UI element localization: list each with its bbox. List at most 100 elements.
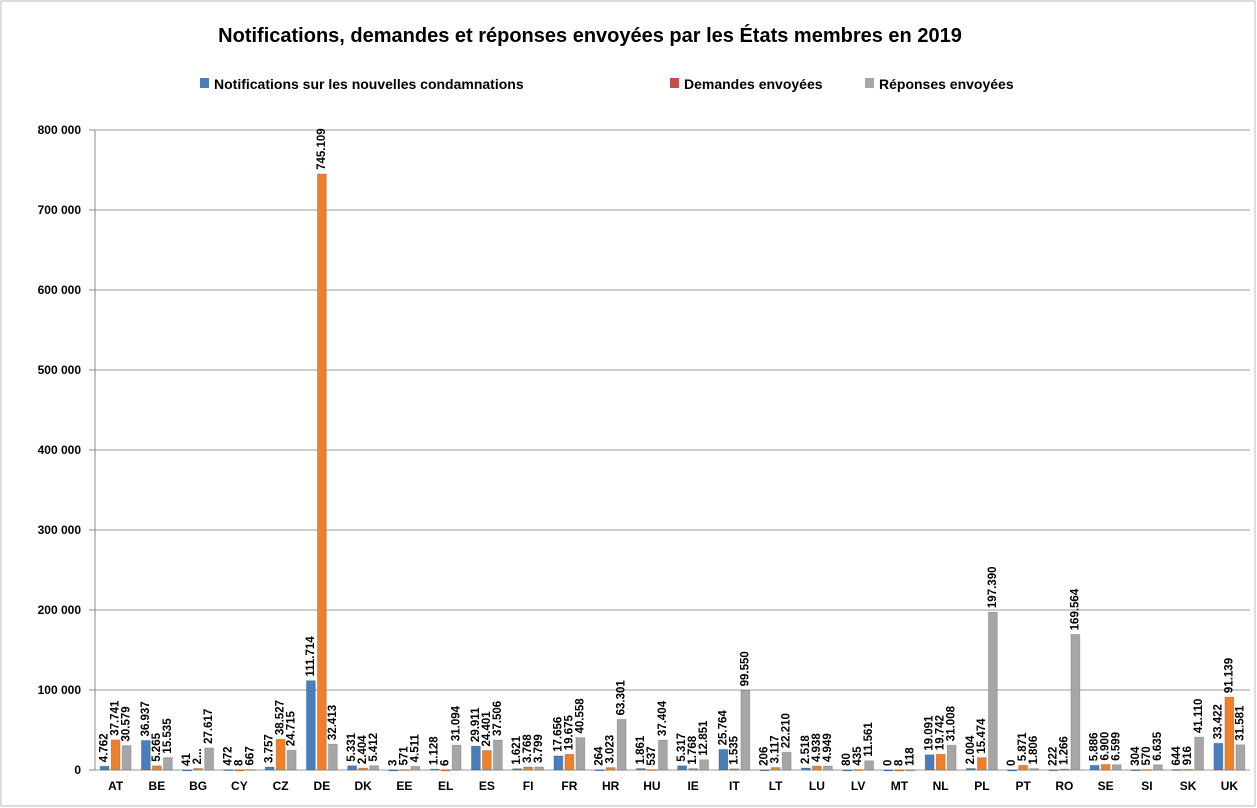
- bar: [1100, 763, 1111, 771]
- bar: [534, 766, 545, 771]
- data-label: 36.937: [140, 701, 152, 736]
- x-tick-label: LV: [851, 779, 865, 793]
- bar: [883, 769, 894, 772]
- data-label: 4.949: [822, 733, 834, 762]
- bar: [657, 739, 668, 771]
- bar: [492, 739, 503, 771]
- bar: [781, 751, 792, 771]
- bar: [327, 743, 338, 771]
- x-tick-label: LU: [809, 779, 825, 793]
- data-label: 11.561: [863, 722, 875, 757]
- x-tick-label: NL: [933, 779, 949, 793]
- data-label: 435: [852, 746, 864, 766]
- data-label: 5.265: [151, 732, 163, 761]
- bar: [399, 769, 410, 772]
- bar: [1111, 764, 1122, 771]
- x-tick-label: BG: [189, 779, 207, 793]
- bar: [688, 768, 699, 771]
- data-label: 24.401: [481, 711, 493, 747]
- bar: [275, 738, 286, 771]
- x-tick-label: DE: [314, 779, 331, 793]
- bar: [946, 744, 957, 771]
- bar: [616, 718, 627, 771]
- bar: [264, 766, 275, 771]
- x-tick-label: HR: [602, 779, 620, 793]
- data-label: 17.656: [552, 717, 564, 752]
- data-label: 644: [1171, 746, 1183, 766]
- bar: [811, 765, 822, 771]
- bar: [976, 757, 987, 771]
- data-label: 169.564: [1069, 588, 1081, 630]
- data-label: 5.871: [1017, 732, 1029, 761]
- bar: [894, 769, 905, 772]
- data-label: 745.109: [316, 128, 328, 170]
- data-label: 32.413: [327, 705, 339, 740]
- bar: [635, 768, 646, 771]
- bar: [575, 737, 586, 771]
- bar: [1018, 764, 1029, 771]
- x-tick-label: ES: [479, 779, 495, 793]
- data-label: 1.768: [687, 735, 699, 764]
- bar: [1070, 633, 1081, 771]
- bar: [140, 739, 151, 771]
- bar: [822, 765, 833, 771]
- legend-swatch: [865, 78, 874, 88]
- data-label: 30.579: [121, 706, 133, 741]
- bar: [1152, 764, 1163, 771]
- bar: [193, 767, 204, 771]
- bar: [605, 767, 616, 771]
- data-label: 1.266: [1058, 736, 1070, 765]
- data-label: 91.139: [1223, 658, 1235, 693]
- bar: [182, 769, 193, 772]
- data-label: 2.404: [357, 735, 369, 764]
- bar: [864, 760, 875, 771]
- bar: [369, 765, 380, 771]
- data-label: 15.535: [162, 718, 174, 754]
- data-label: 8: [233, 759, 245, 766]
- bar: [347, 765, 358, 771]
- bar: [770, 767, 781, 771]
- x-tick-label: CY: [231, 779, 248, 793]
- bar: [800, 767, 811, 771]
- bar: [1059, 768, 1070, 771]
- bar: [1048, 769, 1059, 772]
- data-label: 3.799: [533, 734, 545, 763]
- bar: [245, 768, 256, 771]
- data-label: 4.762: [99, 733, 111, 762]
- data-label: 0: [1006, 760, 1018, 766]
- bar: [451, 744, 462, 771]
- bar: [223, 769, 234, 772]
- data-label: 27.617: [203, 709, 215, 744]
- data-label: 1.621: [511, 735, 523, 764]
- x-tick-label: FI: [523, 779, 534, 793]
- bar: [358, 767, 369, 771]
- y-tick-label: 200 000: [38, 603, 82, 617]
- y-tick-label: 600 000: [38, 283, 82, 297]
- x-tick-label: HU: [643, 779, 660, 793]
- data-label: 8: [893, 759, 905, 766]
- data-label: 570: [1141, 746, 1153, 765]
- data-label: 197.390: [987, 567, 999, 609]
- data-label: 37.506: [492, 701, 504, 736]
- y-tick-label: 300 000: [38, 523, 82, 537]
- bar: [481, 749, 492, 771]
- bar: [553, 755, 564, 771]
- bar: [965, 767, 976, 771]
- bar: [1224, 696, 1235, 771]
- bar: [316, 173, 327, 771]
- x-tick-label: EL: [438, 779, 453, 793]
- data-label: 304: [1130, 746, 1142, 766]
- bar: [429, 768, 440, 771]
- data-label: 31.008: [946, 705, 958, 741]
- y-tick-label: 700 000: [38, 203, 82, 217]
- data-label: 6: [440, 760, 452, 766]
- data-label: 5.886: [1089, 733, 1101, 762]
- bar: [1172, 768, 1183, 771]
- bar: [740, 689, 751, 771]
- bar: [677, 765, 688, 771]
- bar: [388, 769, 399, 772]
- bar: [410, 765, 421, 771]
- bar: [594, 769, 605, 772]
- data-label: 99.550: [739, 651, 751, 686]
